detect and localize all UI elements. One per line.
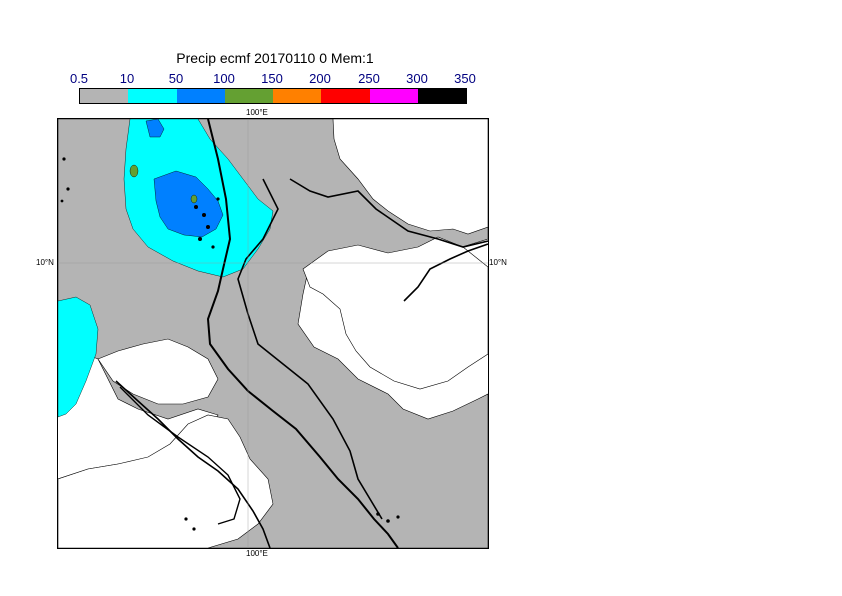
legend-tick: 200 [309, 71, 331, 86]
legend-swatch [273, 89, 322, 103]
legend-tick: 50 [168, 71, 184, 86]
legend-swatch [321, 89, 370, 103]
island-coast [119, 386, 241, 525]
dry-area-southwest [58, 414, 274, 548]
precip-area-blue-north [145, 119, 165, 138]
legend-colorbar [79, 88, 467, 104]
latitude-label-right: 10°N [489, 258, 507, 267]
dry-area-east [302, 236, 488, 390]
precip-area-green [129, 164, 139, 178]
coastline [206, 119, 399, 548]
legend-swatch [369, 89, 418, 103]
map-title: Precip ecmf 20170110 0 Mem:1 [176, 50, 374, 66]
map-canvas [58, 119, 488, 548]
coastline-inner [237, 178, 383, 520]
legend-swatch [417, 89, 466, 103]
country-border [289, 178, 488, 248]
dry-area-northeast [332, 119, 488, 235]
precip-map [57, 118, 489, 549]
latitude-label-left: 10°N [36, 258, 54, 267]
longitude-label-top: 100°E [246, 108, 268, 117]
legend-swatch [176, 89, 225, 103]
legend-swatch [128, 89, 177, 103]
precip-area-cyan-west [58, 296, 99, 418]
dry-area-west [97, 338, 219, 405]
legend-tick: 150 [261, 71, 283, 86]
legend-tick: 0.5 [69, 71, 89, 86]
legend-tick: 300 [406, 71, 428, 86]
legend-swatch [80, 89, 129, 103]
gulf-coast [403, 243, 488, 302]
legend-tick: 350 [454, 71, 476, 86]
legend-tick: 250 [358, 71, 380, 86]
precip-area-green-2 [190, 194, 198, 204]
precip-area-blue [153, 170, 224, 238]
legend-tick: 100 [213, 71, 235, 86]
legend-tick: 10 [119, 71, 135, 86]
legend-swatch [224, 89, 273, 103]
peninsula-west-coast [115, 380, 271, 548]
longitude-label-bottom: 100°E [246, 549, 268, 558]
islands [60, 157, 400, 531]
